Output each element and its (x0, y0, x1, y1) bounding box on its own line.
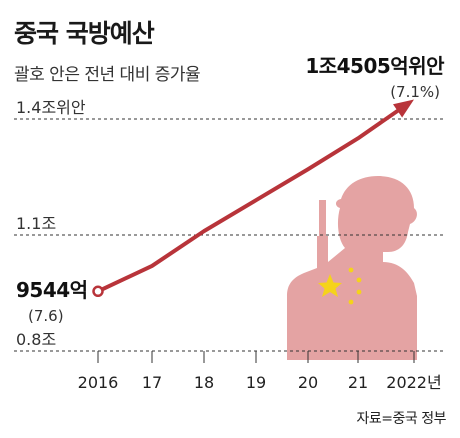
x-tick-label: 19 (246, 373, 266, 392)
end-rate-label: (7.1%) (390, 83, 440, 101)
x-tick-label: 2016 (78, 373, 119, 392)
china-flag-icon (318, 267, 362, 305)
x-axis-ticks: 2016 17 18 19 20 21 2022년 (78, 351, 442, 392)
x-tick-label: 2022년 (386, 373, 441, 392)
x-tick-label: 17 (142, 373, 162, 392)
series-path (96, 107, 402, 294)
chart-subtitle: 괄호 안은 전년 대비 증가율 (14, 65, 201, 85)
y-tick-label: 0.8조 (16, 330, 56, 349)
y-axis-ticks: 0.8조 1.1조 1.4조위안 (16, 98, 86, 349)
chart-title: 중국 국방예산 (14, 19, 155, 48)
series-line (92, 99, 414, 298)
chart-grid (14, 118, 446, 352)
y-tick-label: 1.1조 (16, 214, 56, 233)
x-tick-label: 18 (194, 373, 214, 392)
start-point (92, 285, 104, 298)
x-tick-label: 21 (348, 373, 368, 392)
source-note: 자료=중국 정부 (356, 411, 447, 427)
x-tick-label: 20 (298, 373, 318, 392)
y-tick-label: 1.4조위안 (16, 98, 86, 117)
end-value-label: 1조4505억위안 (305, 54, 445, 78)
start-rate-label: (7.6) (28, 307, 64, 325)
arrowhead-icon (393, 99, 414, 118)
start-value-label: 9544억 (16, 278, 88, 302)
